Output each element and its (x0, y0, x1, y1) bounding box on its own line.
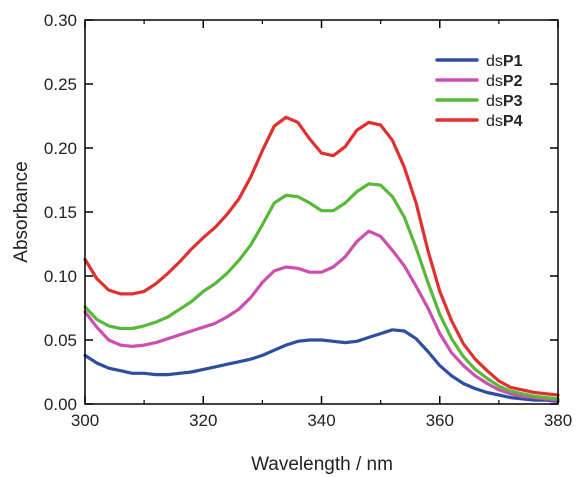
legend-label-p2: dsP2 (486, 73, 523, 90)
series-line-p3 (85, 184, 558, 399)
y-tick-label: 0.20 (44, 139, 77, 158)
y-tick-label: 0.00 (44, 395, 77, 414)
x-axis-title: Wavelength / nm (251, 454, 393, 475)
series-line-p1 (85, 330, 558, 402)
x-tick-label: 320 (189, 411, 217, 430)
x-tick-label: 380 (544, 411, 572, 430)
legend-label-p3: dsP3 (486, 93, 523, 110)
y-tick-label: 0.10 (44, 267, 77, 286)
series-layer (85, 117, 558, 401)
y-tick-label: 0.30 (44, 11, 77, 30)
y-axis-title: Absorbance (11, 161, 32, 262)
x-tick-label: 360 (426, 411, 454, 430)
legend: dsP1 dsP2 dsP3 dsP4 (437, 53, 523, 130)
y-tick-label: 0.05 (44, 331, 77, 350)
y-tick-label: 0.15 (44, 203, 77, 222)
legend-label-p1: dsP1 (486, 53, 523, 70)
series-line-p4 (85, 117, 558, 395)
legend-label-p4: dsP4 (486, 113, 523, 130)
y-tick-label: 0.25 (44, 75, 77, 94)
x-tick-label: 340 (307, 411, 335, 430)
